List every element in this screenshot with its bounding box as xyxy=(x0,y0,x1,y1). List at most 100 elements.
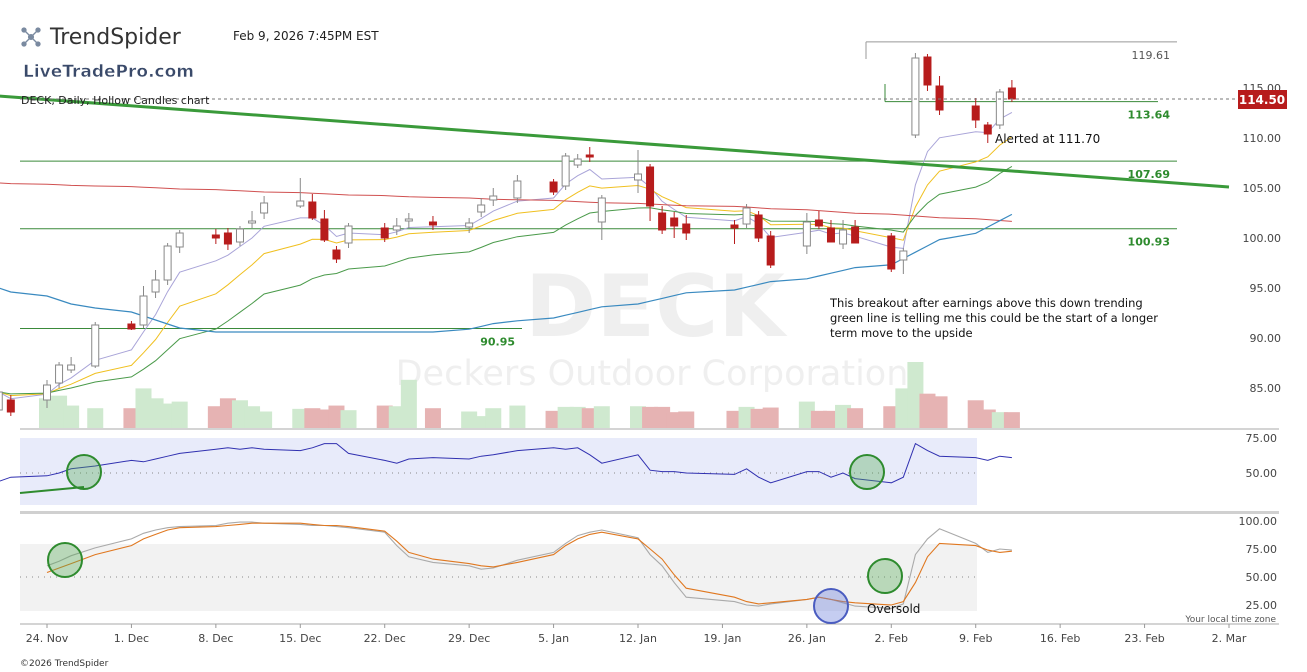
volume-bar xyxy=(244,406,261,428)
candle-body xyxy=(646,166,655,207)
volume-bar xyxy=(883,406,900,428)
candle-body xyxy=(1007,87,1016,100)
time-axis-tick: 24. Nov xyxy=(26,632,69,645)
candle-body xyxy=(839,229,848,245)
rsi-signal-circle-left xyxy=(66,454,102,490)
rsi-signal-circle-right xyxy=(849,454,885,490)
candle-body xyxy=(55,364,64,384)
volume-bar xyxy=(931,396,948,428)
volume-bar xyxy=(835,404,852,428)
candle-body xyxy=(175,232,184,248)
candle-body xyxy=(682,223,691,234)
volume-bar xyxy=(967,400,984,428)
stoch-signal-circle-left xyxy=(47,542,83,578)
candle-body xyxy=(597,197,606,223)
candle-body xyxy=(995,91,1004,126)
time-axis-tick: 22. Dec xyxy=(364,632,406,645)
candle-body xyxy=(139,295,148,326)
time-axis-tick: 19. Jan xyxy=(703,632,741,645)
volume-bar xyxy=(328,405,345,428)
volume-bar xyxy=(593,406,610,428)
candle-body xyxy=(851,226,860,244)
time-axis-tick: 26. Jan xyxy=(788,632,826,645)
candle-body xyxy=(513,180,522,199)
volume-bar xyxy=(461,411,478,428)
volume-bar xyxy=(123,408,140,428)
price-axis-tick: 110.00 xyxy=(1243,132,1282,145)
candle-body xyxy=(320,218,329,241)
sma-50-line xyxy=(0,213,1013,333)
down-trendline xyxy=(0,94,1230,189)
volume-bar xyxy=(376,405,393,428)
candle-body xyxy=(826,227,835,243)
stoch-axis-tick: 100.00 xyxy=(1239,515,1278,528)
volume-bar xyxy=(256,411,273,428)
candle-body xyxy=(91,324,100,367)
volume-bar xyxy=(340,410,357,428)
copyright: ©2026 TrendSpider xyxy=(20,659,109,669)
candle-body xyxy=(814,219,823,227)
candle-body xyxy=(344,225,353,244)
volume-bar xyxy=(316,409,333,428)
candle-body xyxy=(127,323,136,330)
candle-body xyxy=(766,235,775,266)
volume-bar xyxy=(991,412,1008,428)
level-label: 107.69 xyxy=(1128,168,1170,181)
level-label: 90.95 xyxy=(480,336,515,349)
candle-body xyxy=(634,173,642,181)
candle-body xyxy=(380,227,389,239)
candle-body xyxy=(971,105,980,121)
timestamp: Feb 9, 2026 7:45PM EST xyxy=(233,29,379,43)
livetradepro-watermark: LiveTradePro.com xyxy=(23,62,194,82)
price-axis-tick: 100.00 xyxy=(1243,232,1282,245)
alert-annotation: Alerted at 111.70 xyxy=(995,132,1100,146)
volume-bar xyxy=(762,407,779,428)
candle-body xyxy=(742,207,751,225)
volume-bar xyxy=(750,408,767,428)
price-axis-tick: 95.00 xyxy=(1250,282,1282,295)
candle-body xyxy=(585,154,594,158)
candle-body xyxy=(887,235,896,270)
time-axis-tick: 5. Jan xyxy=(538,632,569,645)
candle-body xyxy=(670,217,679,227)
ema-10-line xyxy=(0,136,1013,397)
candle-body xyxy=(211,234,220,239)
candle-body xyxy=(899,250,908,261)
volume-bar xyxy=(147,398,164,428)
volume-bar xyxy=(557,406,574,428)
candle-body xyxy=(465,222,474,228)
candle-body xyxy=(43,384,51,401)
candle-body xyxy=(404,218,413,222)
volume-bar xyxy=(400,379,417,428)
volume-bar xyxy=(473,416,490,428)
volume-bar xyxy=(798,401,815,428)
rsi-axis-tick: 50.00 xyxy=(1246,467,1278,480)
candle-body xyxy=(923,56,932,86)
breakout-note-box: This breakout after earnings above this … xyxy=(830,296,1158,340)
price-tag xyxy=(1238,90,1287,109)
stoch-d-line xyxy=(46,522,1012,606)
candle-body xyxy=(6,399,15,413)
volume-bar xyxy=(509,405,526,428)
price-axis-tick: 85.00 xyxy=(1250,382,1282,395)
candle-body xyxy=(477,204,486,213)
brand-name: TrendSpider xyxy=(49,25,182,50)
candle-body xyxy=(296,200,305,207)
volume-bar xyxy=(666,412,683,428)
candle-body xyxy=(489,195,498,201)
volume-bar xyxy=(847,408,864,428)
oversold-circle xyxy=(813,588,849,624)
volume-bar xyxy=(979,409,996,428)
rsi-axis-tick: 75.00 xyxy=(1246,432,1278,445)
volume-bar xyxy=(569,406,586,428)
volume-bar xyxy=(292,408,309,428)
oversold-label: Oversold xyxy=(867,602,920,616)
candle-body xyxy=(392,225,401,231)
volume-bar xyxy=(738,406,755,428)
level-label: 119.61 xyxy=(1132,49,1171,62)
volume-bar xyxy=(51,395,68,428)
candle-body xyxy=(935,85,944,111)
candle-body xyxy=(911,57,920,136)
volume-bar xyxy=(63,405,80,428)
